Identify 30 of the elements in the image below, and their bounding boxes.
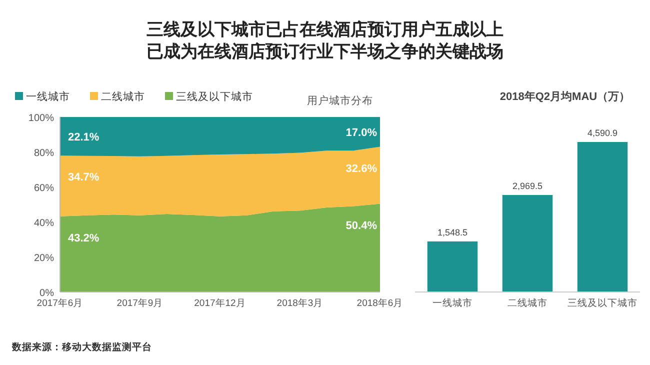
x-tick-label: 三线及以下城市 [568, 297, 638, 309]
data-label: 4,590.9 [587, 128, 618, 138]
x-tick-label: 2017年9月 [116, 297, 164, 309]
x-tick-label: 2017年12月 [194, 297, 246, 309]
y-tick-label: 40% [34, 218, 54, 229]
legend-label: 二线城市 [101, 90, 145, 103]
data-label: 34.7% [68, 172, 100, 184]
x-tick-label: 2017年6月 [36, 297, 84, 309]
x-tick-label: 2018年6月 [356, 297, 404, 309]
legend-label: 三线及以下城市 [176, 90, 253, 103]
chart-title: 2018年Q2月均MAU（万） [500, 90, 630, 103]
data-label: 43.2% [68, 232, 100, 244]
chart-subtitle: 用户城市分布 [307, 94, 373, 107]
x-tick-label: 2018年3月 [276, 297, 324, 309]
chart-title: 三线及以下城市已占在线酒店预订用户五成以上已成为在线酒店预订行业下半场之争的关键战场 [146, 20, 504, 61]
source-note: 数据来源：移动大数据监测平台 [11, 341, 152, 353]
x-tick-label: 一线城市 [432, 297, 472, 309]
x-tick-label: 二线城市 [508, 297, 548, 309]
y-tick-label: 100% [28, 113, 54, 124]
data-label: 22.1% [68, 131, 100, 144]
y-tick-label: 0% [40, 288, 54, 299]
data-label: 1,548.5 [437, 227, 468, 238]
data-label: 2,969.5 [512, 180, 543, 191]
data-label: 17.0% [346, 126, 378, 139]
y-tick-label: 20% [34, 253, 54, 264]
y-tick-label: 80% [34, 148, 54, 159]
legend-label: 一线城市 [26, 90, 70, 103]
data-label: 32.6% [346, 162, 378, 175]
data-label: 50.4% [346, 220, 378, 232]
y-tick-label: 60% [34, 183, 54, 194]
